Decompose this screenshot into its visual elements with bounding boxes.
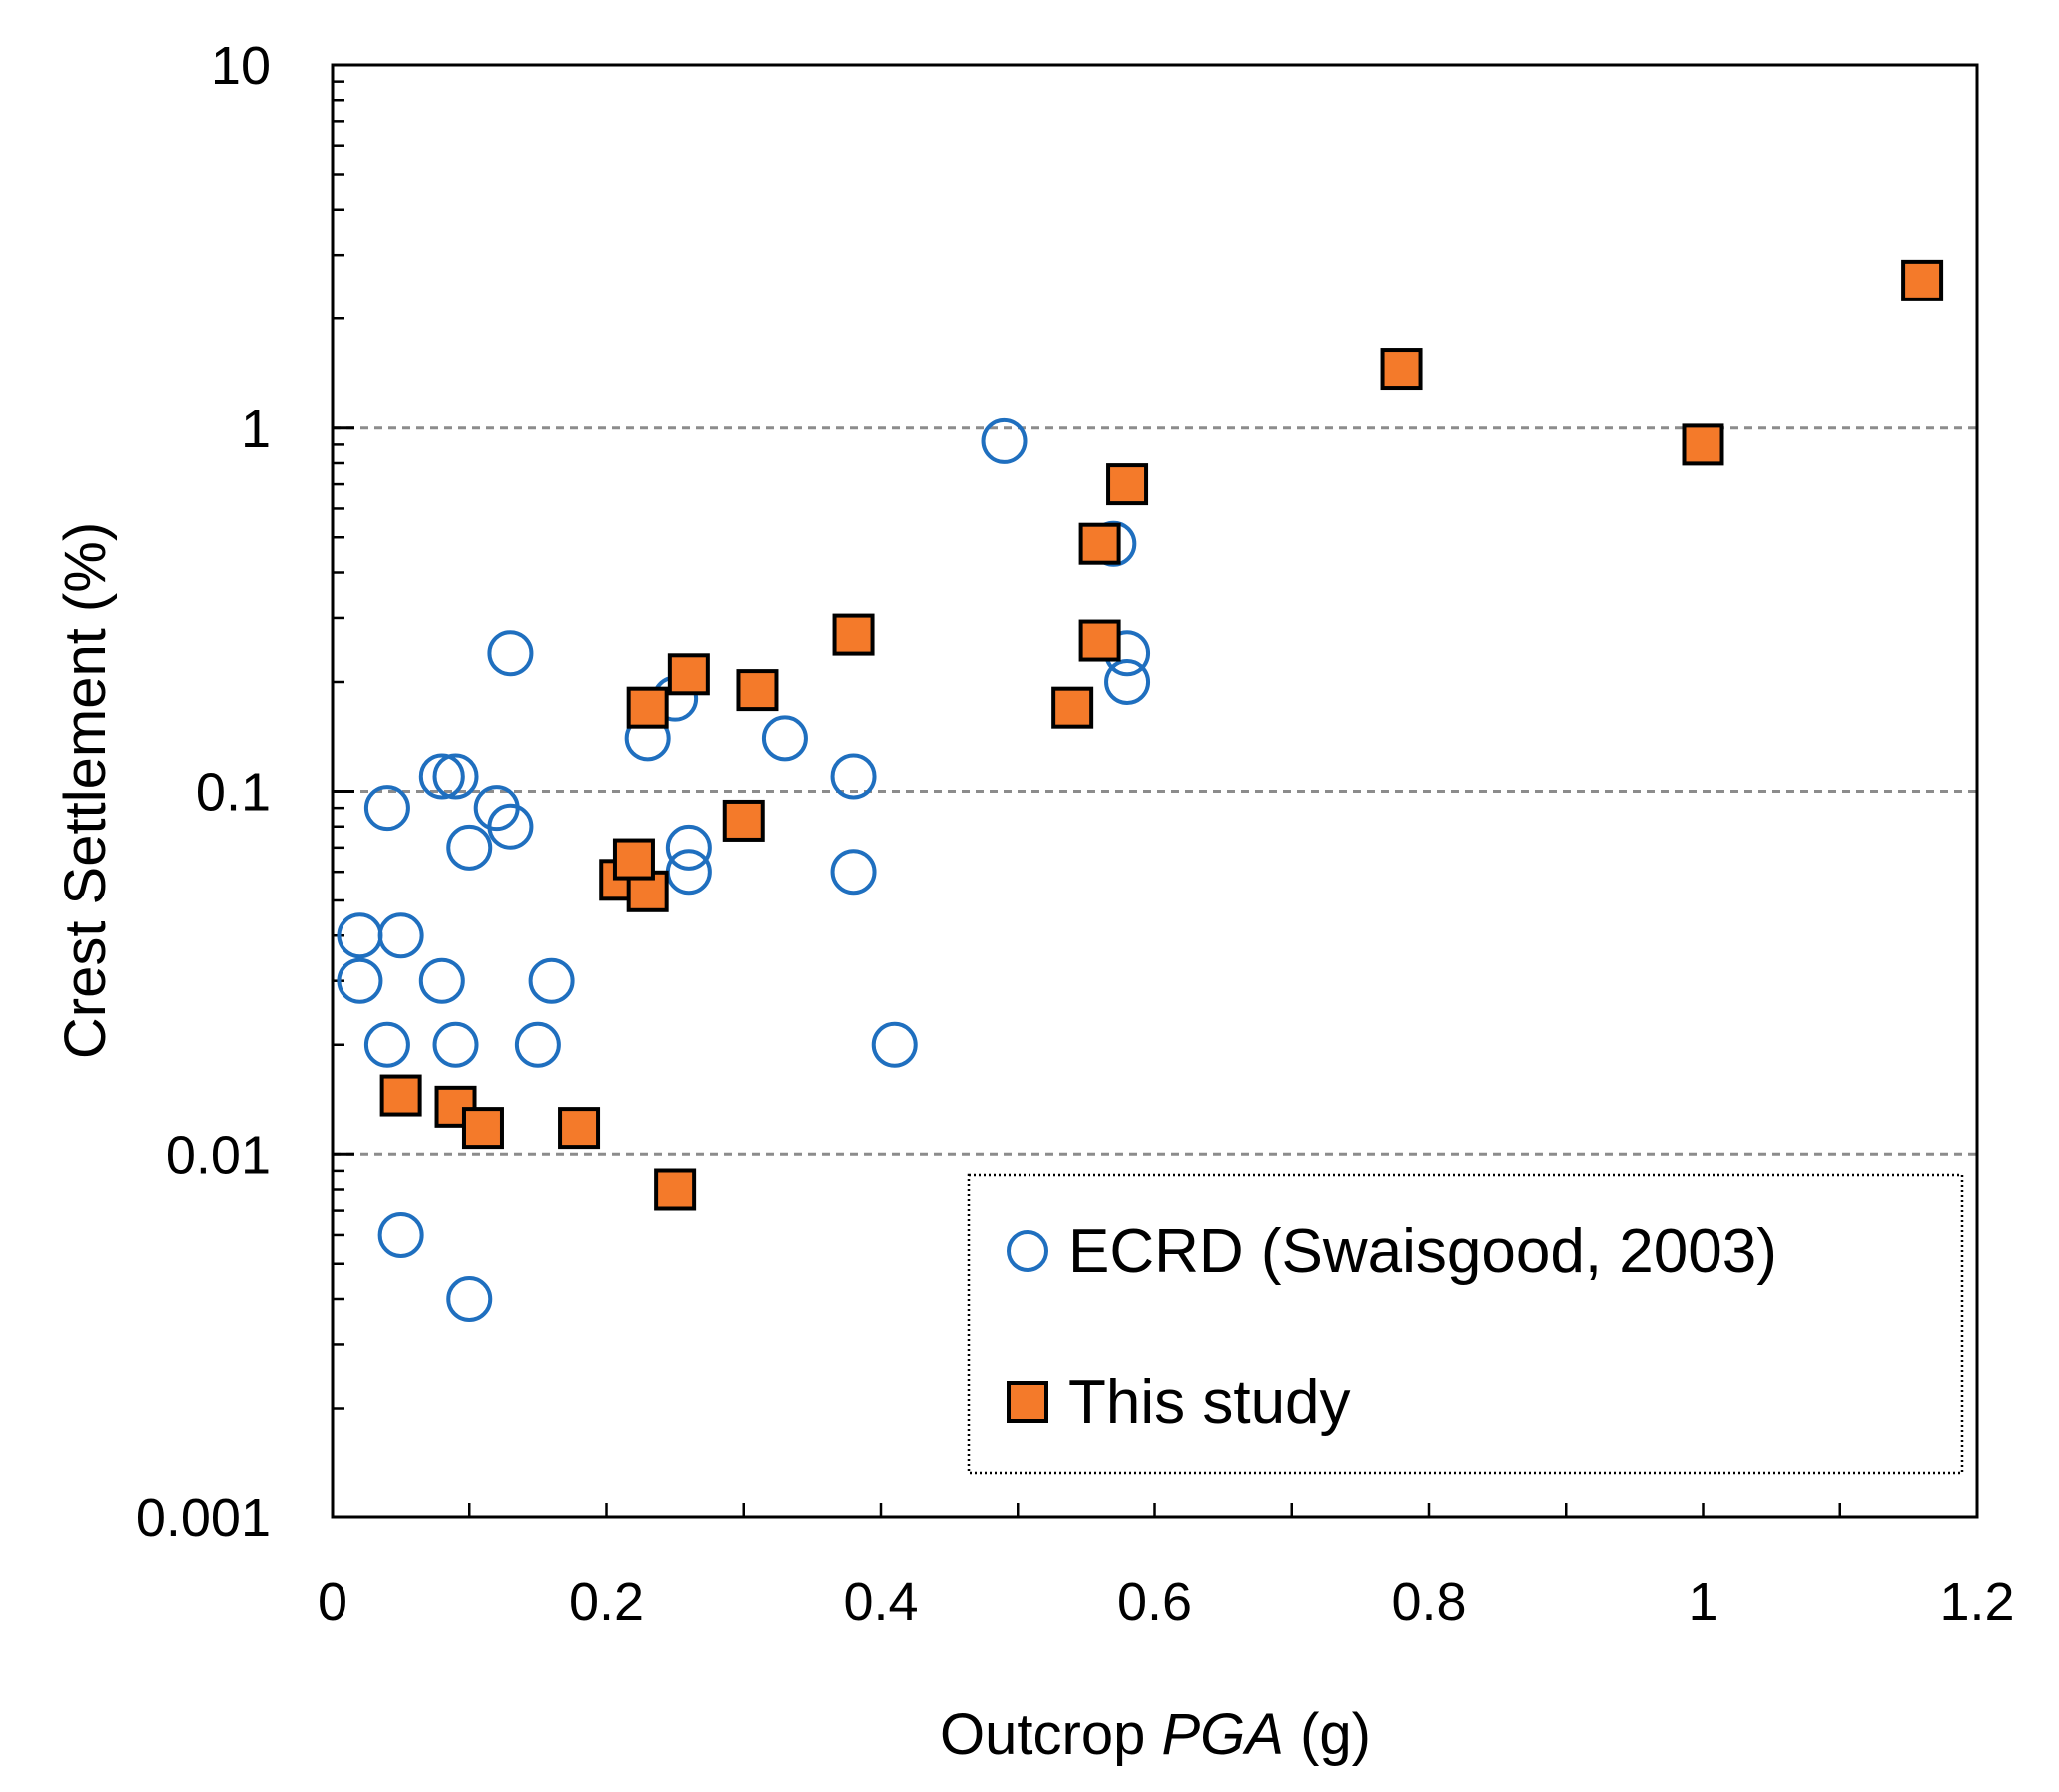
plot-area-frame bbox=[331, 63, 1979, 1519]
this-study-point bbox=[1078, 522, 1121, 565]
ecrd-point bbox=[487, 630, 534, 677]
y-tick-label: 10 bbox=[211, 36, 271, 96]
this-study-point bbox=[736, 669, 779, 712]
ecrd-point bbox=[830, 753, 877, 800]
gridlines bbox=[333, 426, 1977, 1156]
ecrd-point bbox=[446, 1276, 493, 1323]
ecrd-point bbox=[871, 1021, 918, 1068]
this-study-point bbox=[1106, 463, 1149, 506]
ecrd-point bbox=[337, 957, 383, 1004]
x-tick-label: 0.4 bbox=[843, 1572, 918, 1632]
ecrd-point bbox=[473, 785, 520, 832]
ecrd-point bbox=[418, 957, 465, 1004]
x-axis-title: Outcrop PGA (g) bbox=[940, 1702, 1371, 1767]
ecrd-point bbox=[363, 1021, 410, 1068]
this-study-point bbox=[832, 613, 875, 656]
this-study-point bbox=[1901, 259, 1944, 301]
ecrd-point bbox=[377, 912, 424, 959]
this-study-point bbox=[379, 1074, 422, 1117]
this-study-point bbox=[434, 1085, 477, 1128]
this-study-point bbox=[558, 1107, 601, 1150]
this-study-point bbox=[654, 1168, 697, 1211]
ecrd-point bbox=[528, 957, 575, 1004]
y-axis-ticks: 0.001 0.01 0.1 1 10 bbox=[136, 36, 354, 1548]
ecrd-point bbox=[514, 1021, 561, 1068]
y-tick-label: 0.001 bbox=[136, 1489, 271, 1548]
this-study-point bbox=[612, 838, 655, 881]
ecrd-point bbox=[446, 824, 493, 871]
this-study-point bbox=[1380, 348, 1423, 391]
ecrd-point bbox=[761, 715, 808, 762]
this-study-point bbox=[722, 799, 765, 842]
x-axis-ticks: 0 0.2 0.4 0.6 0.8 1 1.2 bbox=[318, 1503, 2015, 1632]
ecrd-point bbox=[830, 849, 877, 896]
y-tick-label: 1 bbox=[241, 399, 271, 459]
y-minor-ticks bbox=[333, 80, 344, 1410]
x-tick-label: 0 bbox=[318, 1572, 347, 1632]
legend-this-study-label: This study bbox=[1068, 1368, 1351, 1437]
this-study-point bbox=[667, 653, 710, 696]
y-axis-title: Crest Settlement (%) bbox=[53, 522, 118, 1059]
ecrd-point bbox=[1104, 659, 1151, 706]
x-tick-label: 0.6 bbox=[1117, 1572, 1192, 1632]
y-tick-label: 0.1 bbox=[196, 763, 271, 823]
x-tick-label: 0.8 bbox=[1391, 1572, 1466, 1632]
ecrd-point bbox=[432, 753, 479, 800]
ecrd-point bbox=[337, 912, 383, 959]
y-tick-label: 0.01 bbox=[166, 1125, 271, 1185]
this-study-point bbox=[626, 686, 669, 729]
legend-this-study-marker bbox=[1007, 1381, 1048, 1423]
x-tick-label: 1.2 bbox=[1939, 1572, 2014, 1632]
this-study-series bbox=[379, 259, 1944, 1211]
x-tick-label: 1 bbox=[1688, 1572, 1717, 1632]
legend-ecrd-label: ECRD (Swaisgood, 2003) bbox=[1068, 1217, 1777, 1286]
legend-ecrd-marker bbox=[1007, 1230, 1048, 1272]
ecrd-point bbox=[377, 1211, 424, 1258]
legend-box bbox=[967, 1173, 1964, 1475]
this-study-point bbox=[461, 1107, 504, 1150]
ecrd-point bbox=[665, 824, 712, 871]
this-study-point bbox=[1051, 686, 1094, 729]
legend: ECRD (Swaisgood, 2003) This study bbox=[967, 1173, 1964, 1475]
ecrd-point bbox=[363, 785, 410, 832]
this-study-point bbox=[1682, 423, 1724, 466]
this-study-point bbox=[1078, 619, 1121, 662]
ecrd-point bbox=[665, 849, 712, 896]
ecrd-point bbox=[981, 417, 1028, 464]
ecrd-point bbox=[487, 803, 534, 850]
ecrd-point bbox=[418, 753, 465, 800]
ecrd-point bbox=[432, 1021, 479, 1068]
x-tick-label: 0.2 bbox=[569, 1572, 644, 1632]
